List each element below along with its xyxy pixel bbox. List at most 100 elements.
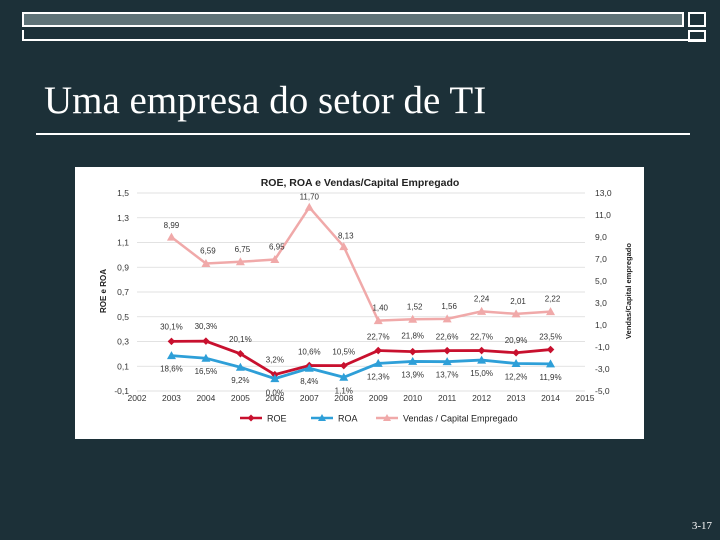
data-label: 6,95	[269, 243, 285, 252]
data-point	[546, 307, 556, 316]
y-left-tick-label: 1,1	[117, 238, 129, 248]
data-label: 9,2%	[231, 376, 249, 385]
x-tick-label: 2003	[162, 393, 181, 403]
data-label: 10,6%	[298, 348, 321, 357]
x-tick-label: 2004	[196, 393, 215, 403]
y-right-tick-label: 3,0	[595, 298, 607, 308]
header-line	[22, 30, 706, 41]
x-tick-label: 2012	[472, 393, 491, 403]
y-left-tick-label: 0,3	[117, 337, 129, 347]
data-label: 22,6%	[436, 333, 459, 342]
y-left-tick-label: -0,1	[114, 386, 129, 396]
data-label: 1,1%	[335, 386, 353, 395]
data-point	[546, 345, 555, 354]
x-tick-label: 2006	[265, 393, 284, 403]
data-label: 2,22	[545, 295, 561, 304]
chart-panel: ROE, ROA e Vendas/Capital Empregado ROE …	[75, 167, 644, 439]
y-left-tick-label: 0,7	[117, 287, 129, 297]
data-point	[270, 374, 280, 383]
x-tick-label: 2014	[541, 393, 560, 403]
data-point	[202, 337, 210, 345]
data-point	[477, 355, 487, 364]
data-label: 12,2%	[505, 373, 528, 382]
data-label: 6,59	[200, 247, 216, 256]
header-band	[22, 12, 684, 27]
y-right-tick-label: 7,0	[595, 254, 607, 264]
y-axis-right-label: Vendas/Capital empregado	[624, 243, 633, 339]
x-tick-label: 2011	[438, 393, 457, 403]
slide-title: Uma empresa do setor de TI	[44, 79, 487, 122]
data-point	[167, 337, 176, 346]
x-tick-label: 2010	[403, 393, 422, 403]
legend-marker	[247, 414, 255, 422]
data-point	[235, 362, 245, 371]
data-point	[339, 242, 349, 251]
data-label: 18,6%	[160, 365, 183, 374]
data-point	[546, 359, 556, 368]
legend-marker	[383, 414, 391, 421]
data-point	[511, 359, 521, 368]
data-point	[408, 356, 418, 365]
data-label: 21,8%	[401, 332, 424, 341]
data-label: 1,56	[441, 302, 457, 311]
legend-marker	[318, 414, 326, 421]
data-label: 6,75	[235, 245, 251, 254]
data-point	[512, 348, 520, 357]
y-right-tick-label: 1,0	[595, 320, 607, 330]
y-right-tick-label: 9,0	[595, 232, 607, 242]
y-axis-left-label: ROE e ROA	[99, 269, 108, 313]
title-rule	[36, 133, 690, 135]
data-point	[304, 363, 314, 372]
data-label: 10,5%	[332, 348, 355, 357]
y-left-tick-label: 0,1	[117, 361, 129, 371]
data-point	[201, 353, 211, 362]
data-label: 30,1%	[160, 322, 183, 331]
x-tick-label: 2002	[128, 393, 147, 403]
data-label: 13,7%	[436, 371, 459, 380]
data-point	[374, 346, 383, 355]
series-line-roa	[171, 354, 551, 381]
data-point	[339, 372, 349, 381]
data-label: 11,9%	[539, 373, 561, 382]
data-label: 22,7%	[367, 333, 390, 342]
y-right-tick-label: 5,0	[595, 276, 607, 286]
x-tick-label: 2008	[334, 393, 353, 403]
data-point	[339, 361, 348, 370]
data-label: 2,24	[474, 294, 490, 303]
header-square-bottom	[688, 30, 706, 42]
data-point	[235, 257, 245, 266]
data-label: 11,70	[300, 192, 320, 201]
y-left-tick-label: 1,3	[117, 213, 129, 223]
data-label: 15,0%	[470, 369, 493, 378]
data-label: 20,9%	[505, 336, 528, 345]
data-label: 8,99	[164, 221, 180, 230]
data-label: 13,9%	[401, 370, 424, 379]
x-tick-label: 2013	[507, 393, 526, 403]
y-left-tick-label: 0,9	[117, 262, 129, 272]
data-point	[270, 255, 280, 264]
data-point	[408, 347, 417, 356]
data-point	[201, 259, 211, 268]
data-label: 2,01	[510, 297, 526, 306]
data-label: 1,40	[372, 304, 388, 313]
series-line-roe	[171, 339, 551, 377]
data-label: 12,3%	[367, 372, 390, 381]
roe-roa-chart: ROE, ROA e Vendas/Capital Empregado ROE …	[99, 177, 633, 424]
data-point	[477, 306, 487, 315]
data-label: 3,2%	[266, 356, 284, 365]
y-left-tick-label: 1,5	[117, 188, 129, 198]
data-label: 8,13	[338, 232, 354, 241]
data-point	[443, 346, 451, 355]
legend-label: ROA	[338, 414, 358, 424]
x-tick-label: 2005	[231, 393, 250, 403]
data-point	[408, 314, 418, 323]
y-left-tick-label: 0,5	[117, 312, 129, 322]
data-label: 0,0%	[266, 389, 284, 398]
y-right-tick-label: 11,0	[595, 210, 611, 220]
legend-label: Vendas / Capital Empregado	[403, 414, 518, 424]
data-point	[236, 349, 245, 358]
y-right-tick-label: 13,0	[595, 188, 612, 198]
header-square-top	[688, 12, 706, 27]
x-tick-label: 2015	[576, 393, 595, 403]
page-number: 3-17	[691, 520, 712, 532]
